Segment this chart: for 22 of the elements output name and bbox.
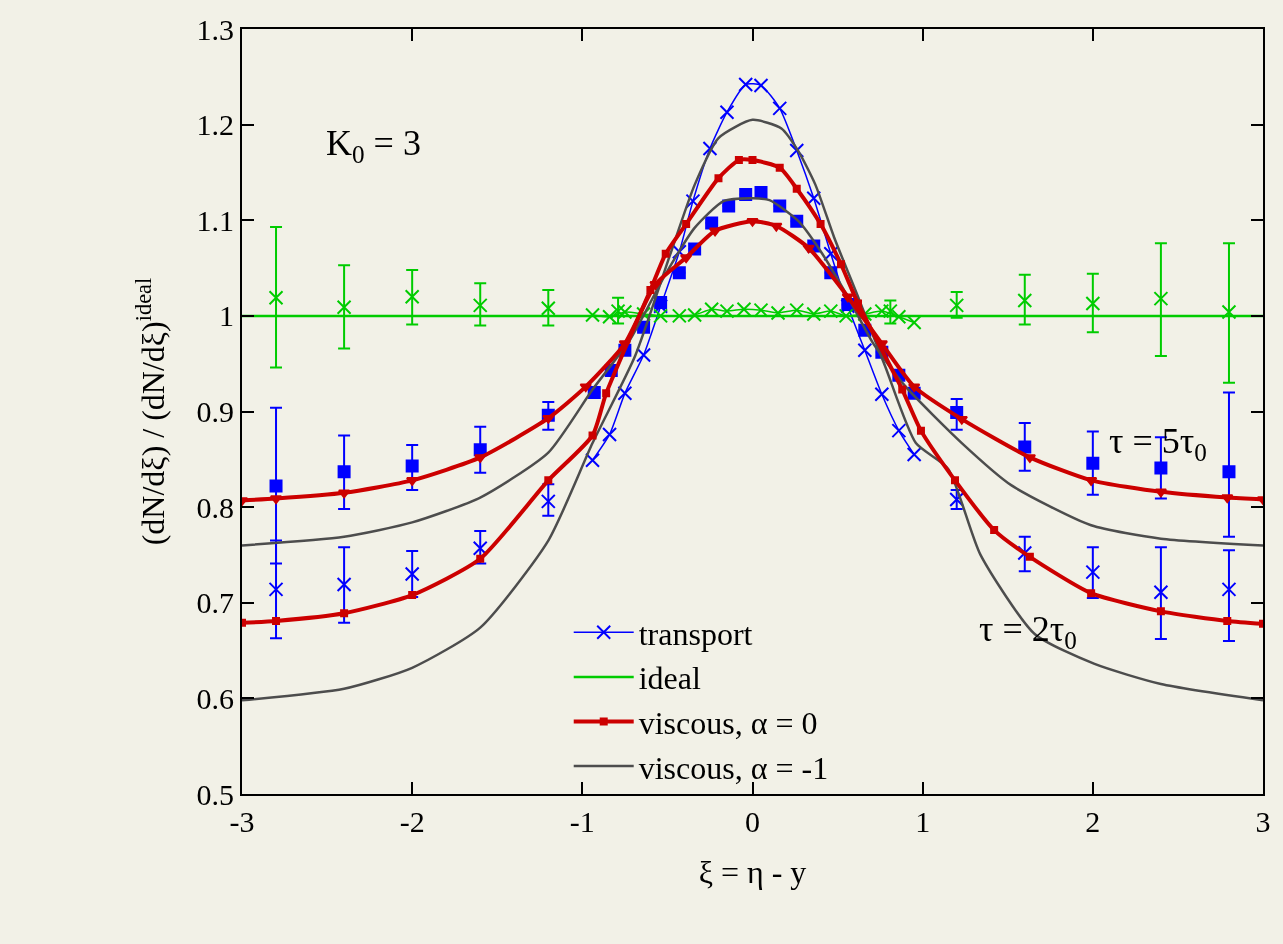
y-tick-label: 1.2 <box>196 108 234 142</box>
x-tick-label: 1 <box>915 805 931 838</box>
y-tick-label: 0.8 <box>196 490 234 524</box>
legend-label: viscous, α = 0 <box>638 704 818 741</box>
annotation: τ = 5τ$_{0}$ <box>1109 421 1207 466</box>
legend-label: transport <box>638 615 753 652</box>
y-tick-label: 1.1 <box>196 203 234 237</box>
annotation: K$_{0}$ = 3 <box>326 123 421 168</box>
x-tick-label: -1 <box>569 805 595 838</box>
legend-label: ideal <box>638 660 702 697</box>
x-tick-label: 3 <box>1255 805 1271 838</box>
annotation: τ = 2τ$_{0}$ <box>979 609 1077 654</box>
y-tick-label: 0.6 <box>196 681 234 715</box>
x-axis-title: ξ = η - y <box>698 854 807 891</box>
legend-label: viscous, α = -1 <box>638 749 829 786</box>
y-tick-label: 1 <box>219 299 234 333</box>
y-tick-label: 0.7 <box>196 586 234 620</box>
y-tick-label: 1.3 <box>196 12 234 46</box>
y-tick-label: 0.9 <box>196 395 234 428</box>
x-tick-label: 2 <box>1085 805 1101 838</box>
x-tick-label: 0 <box>745 805 760 838</box>
x-tick-label: -2 <box>399 805 425 838</box>
